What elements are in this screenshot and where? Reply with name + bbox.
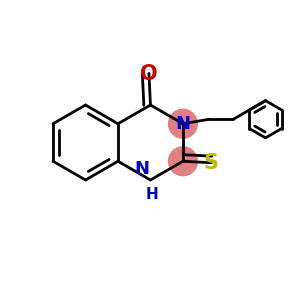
Text: N: N: [176, 115, 190, 133]
Text: H: H: [146, 187, 158, 202]
Text: O: O: [140, 64, 158, 83]
Circle shape: [169, 109, 197, 138]
Text: S: S: [204, 153, 219, 173]
Circle shape: [169, 147, 197, 175]
Text: N: N: [134, 160, 149, 178]
